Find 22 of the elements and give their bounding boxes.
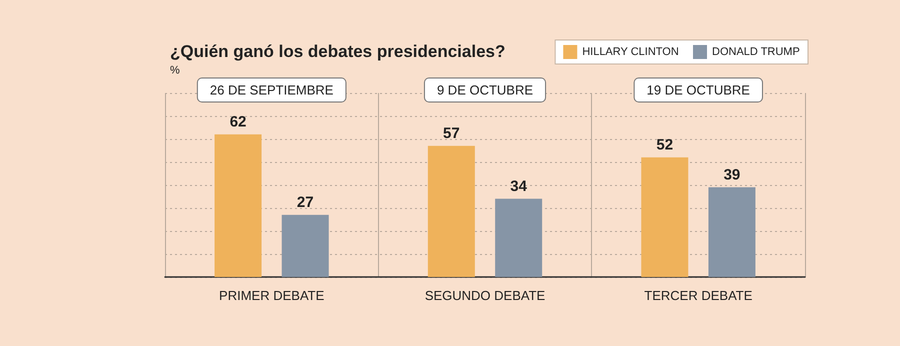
data-label: 34 xyxy=(510,178,528,195)
data-label: 27 xyxy=(296,194,314,211)
legend-label: HILLARY CLINTON xyxy=(582,46,679,58)
bar xyxy=(708,187,756,277)
x-tick-label: PRIMER DEBATE xyxy=(219,288,325,303)
chart-title: ¿Quién ganó los debates presidenciales? xyxy=(170,42,506,61)
legend-label: DONALD TRUMP xyxy=(712,46,800,58)
annotation: 26 DE SEPTIEMBRE xyxy=(210,82,334,98)
data-label: 39 xyxy=(724,166,740,184)
data-label: 62 xyxy=(230,113,246,130)
x-tick-label: SEGUNDO DEBATE xyxy=(424,288,546,303)
bar xyxy=(282,214,329,277)
bar xyxy=(495,198,542,277)
bar xyxy=(428,146,475,277)
bar xyxy=(641,157,688,277)
bar xyxy=(214,134,262,277)
annotation: 9 DE OCTUBRE xyxy=(436,82,534,98)
x-tick-label: TERCER DEBATE xyxy=(644,288,753,303)
data-label: 52 xyxy=(656,136,674,154)
data-label: 57 xyxy=(443,124,460,142)
annotation: 19 DE OCTUBRE xyxy=(646,82,750,98)
y-axis-title: % xyxy=(170,64,180,76)
